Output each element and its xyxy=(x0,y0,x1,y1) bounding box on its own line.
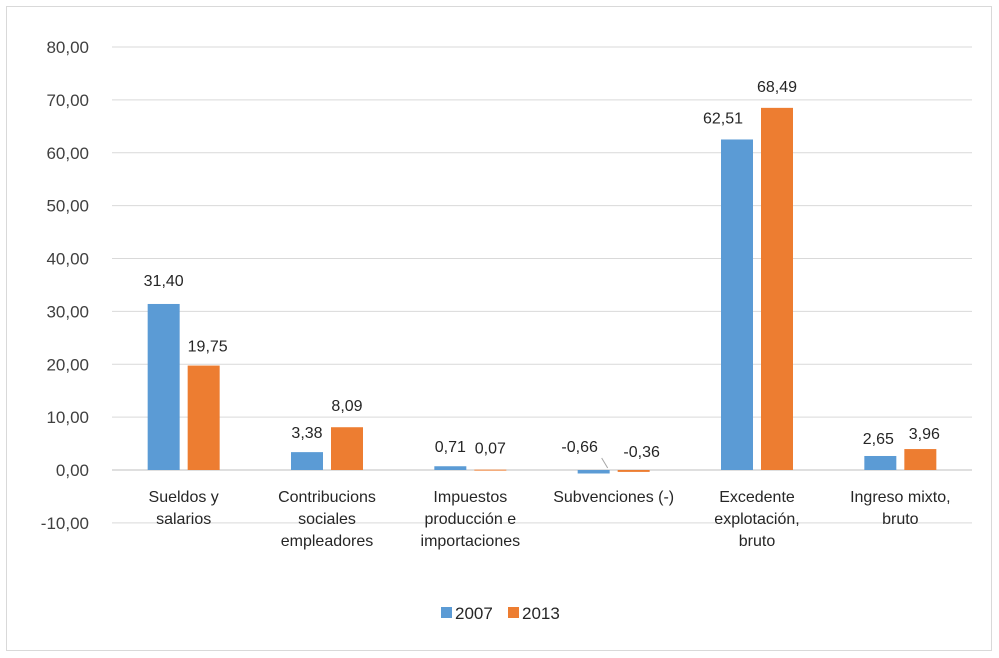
category-label: Excedente xyxy=(719,489,795,506)
bar-2013 xyxy=(617,470,650,472)
data-label-2013: 3,96 xyxy=(909,426,940,443)
data-label-2013: -0,36 xyxy=(623,444,660,461)
legend-swatch-2007 xyxy=(441,607,452,618)
y-tick-label: 60,00 xyxy=(46,144,89,163)
category-label: Ingreso mixto, xyxy=(850,489,950,506)
data-label-2007: -0,66 xyxy=(561,439,598,456)
y-tick-label: -10,00 xyxy=(41,514,89,533)
y-tick-label: 50,00 xyxy=(46,197,89,216)
category-label: explotación, xyxy=(714,511,799,528)
data-label-2013: 68,49 xyxy=(757,79,797,96)
y-tick-label: 70,00 xyxy=(46,91,89,110)
bar-2007 xyxy=(434,466,467,470)
category-label: producción e xyxy=(425,511,517,528)
data-label-2007: 62,51 xyxy=(703,110,743,127)
data-label-2007: 3,38 xyxy=(291,425,322,442)
data-label-2013: 8,09 xyxy=(331,398,362,415)
category-label: sociales xyxy=(298,511,356,528)
data-label-2013: 0,07 xyxy=(475,441,506,458)
bar-2007 xyxy=(577,470,610,474)
data-label-2007: 2,65 xyxy=(863,431,894,448)
y-tick-label: 20,00 xyxy=(46,355,89,374)
bar-2013 xyxy=(474,469,507,471)
category-label: Subvenciones (-) xyxy=(553,489,674,506)
data-label-2007: 31,40 xyxy=(144,273,184,290)
bar-2007 xyxy=(721,139,753,470)
category-label: empleadores xyxy=(281,533,374,550)
bar-2013 xyxy=(904,449,937,470)
category-label: importaciones xyxy=(421,533,521,550)
y-tick-label: 80,00 xyxy=(46,38,89,57)
bar-2013 xyxy=(187,365,220,470)
bar-2013 xyxy=(761,107,793,470)
y-tick-label: 30,00 xyxy=(46,302,89,321)
category-label: bruto xyxy=(739,533,776,550)
category-label: Sueldos y xyxy=(149,489,219,506)
y-tick-label: 10,00 xyxy=(46,408,89,427)
bar-2007 xyxy=(864,455,897,470)
category-label: Contribucions xyxy=(278,489,376,506)
y-tick-label: 0,00 xyxy=(56,461,89,480)
data-label-2007: 0,71 xyxy=(435,439,466,456)
bar-2007 xyxy=(291,452,323,470)
y-tick-label: 40,00 xyxy=(46,250,89,269)
category-label: salarios xyxy=(156,511,211,528)
leader-line xyxy=(601,457,609,469)
legend-label-2013: 2013 xyxy=(522,604,560,623)
legend-label-2007: 2007 xyxy=(455,604,493,623)
data-label-2013: 19,75 xyxy=(188,339,228,356)
legend-swatch-2013 xyxy=(508,607,519,618)
bar-2013 xyxy=(331,427,363,470)
category-label: bruto xyxy=(882,511,919,528)
category-label: Impuestos xyxy=(433,489,507,506)
bar-2007 xyxy=(147,303,180,470)
